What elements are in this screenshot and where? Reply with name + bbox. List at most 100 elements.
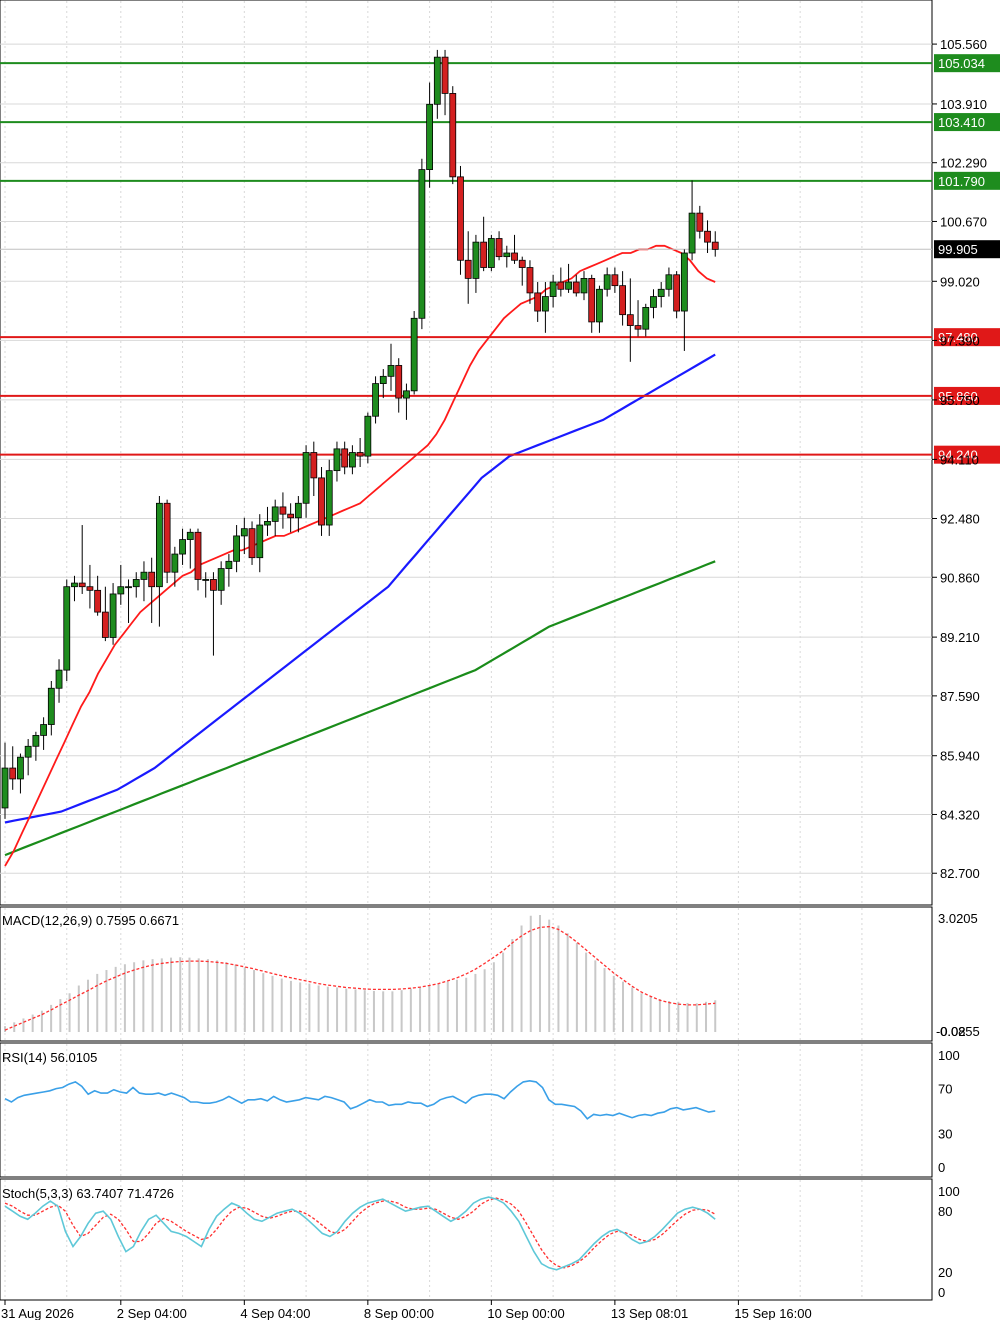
candle-body	[32, 735, 40, 747]
support-level-tag	[934, 328, 1000, 347]
candle	[240, 517, 248, 555]
candle-body	[418, 169, 426, 319]
candle	[71, 575, 78, 602]
resistance-level-tag	[934, 54, 1000, 73]
price-tick-label: 92.480	[940, 512, 980, 527]
candle	[657, 282, 665, 308]
candle-body	[657, 288, 665, 297]
rsi-tick-label: 30	[938, 1126, 952, 1141]
candle-body	[310, 452, 318, 479]
price-tick-label: 85.940	[940, 749, 980, 764]
candle	[194, 528, 202, 591]
candle	[611, 267, 619, 293]
candle	[464, 231, 472, 304]
price-tick-label: 90.860	[940, 570, 980, 585]
moving-averages	[4, 244, 716, 867]
candle	[117, 564, 125, 605]
candle-body	[217, 568, 225, 591]
candle-body	[704, 230, 711, 243]
candle	[565, 263, 572, 293]
time-tick-label: 31 Aug 2026	[1, 1306, 74, 1320]
candle	[148, 557, 156, 623]
grid-lines	[0, 1, 932, 1299]
candle	[557, 267, 565, 297]
candle-body	[163, 502, 171, 573]
candle	[248, 521, 256, 565]
candle	[341, 441, 349, 475]
candle-body	[650, 296, 657, 308]
candle-body	[78, 582, 86, 588]
candle-body	[433, 56, 441, 105]
candle	[395, 358, 403, 413]
candle	[449, 86, 457, 185]
stoch-tick-label: 80	[938, 1204, 952, 1219]
candle	[364, 412, 372, 464]
stoch-k-line	[4, 1196, 716, 1271]
candle	[495, 231, 503, 261]
candle-body	[565, 281, 572, 290]
candle	[487, 234, 495, 272]
candle	[225, 554, 233, 587]
candle-body	[626, 314, 634, 326]
candle-body	[94, 589, 102, 613]
stoch-tick-label: 20	[938, 1265, 952, 1280]
candle	[503, 245, 511, 268]
candle	[179, 528, 186, 565]
candle	[379, 369, 387, 399]
resistance-level-label: 105.034	[938, 56, 985, 71]
candle	[711, 231, 719, 257]
candle	[264, 506, 271, 536]
candle	[125, 579, 132, 623]
candle-body	[24, 745, 32, 758]
candle	[387, 343, 395, 391]
candle-body	[441, 56, 449, 94]
candle-body	[549, 281, 557, 297]
candle	[101, 586, 109, 642]
candle-body	[210, 579, 217, 591]
candle-body	[634, 325, 642, 330]
candle-body	[248, 528, 256, 559]
stoch-label: Stoch(5,3,3) 63.7407 71.4726	[2, 1186, 174, 1201]
candle	[665, 267, 673, 297]
price-tick-label: 95.750	[940, 393, 980, 408]
candle	[271, 499, 279, 536]
candle	[603, 267, 611, 297]
candle-body	[325, 470, 333, 526]
candle-body	[403, 390, 410, 399]
support-level-label: 94.240	[938, 448, 978, 463]
candle	[596, 285, 603, 333]
candle	[302, 445, 310, 518]
candle	[40, 717, 47, 750]
candle	[294, 496, 302, 533]
candle-body	[71, 582, 78, 588]
candle-body	[395, 365, 403, 399]
candle	[109, 583, 117, 645]
candle	[78, 525, 86, 594]
resistance-level-label: 103.410	[938, 115, 985, 130]
candle	[256, 514, 264, 573]
candle-body	[688, 212, 696, 254]
candle	[202, 572, 210, 598]
price-tick-label: 82.700	[940, 866, 980, 881]
candle	[472, 234, 480, 293]
current-price-label: 99.905	[938, 242, 978, 257]
candle-body	[611, 274, 619, 287]
support-level-tag	[934, 445, 1000, 464]
candle	[588, 274, 596, 333]
candle-body	[302, 452, 310, 504]
candle	[542, 282, 549, 333]
candle-body	[495, 238, 503, 258]
candle-body	[186, 531, 194, 540]
candle-body	[511, 252, 518, 261]
candle-body	[665, 274, 673, 290]
candle-body	[387, 365, 395, 377]
candle-body	[117, 586, 125, 595]
stoch-panel: 100 80 20 0	[4, 1184, 960, 1300]
candle	[572, 274, 580, 297]
candle-body	[379, 375, 387, 384]
rsi-tick-label: 0	[938, 1160, 945, 1175]
candle	[634, 300, 642, 337]
candle-body	[55, 669, 63, 689]
candle-body	[426, 103, 434, 170]
time-axis: 31 Aug 2026 2 Sep 04:00 4 Sep 04:00 8 Sep 0…	[1, 1300, 812, 1320]
